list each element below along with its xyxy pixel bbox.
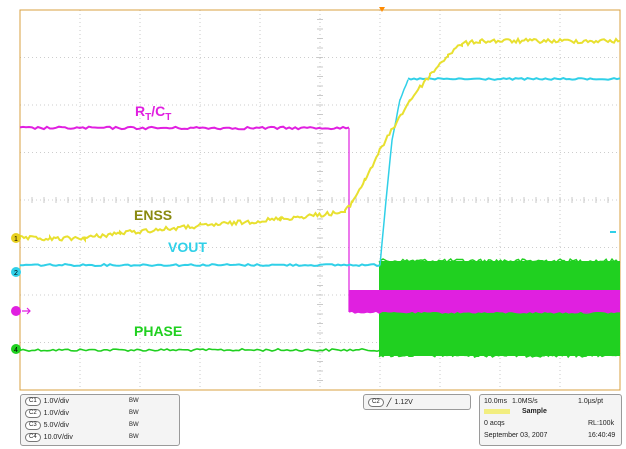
- channel-chip[interactable]: C1: [25, 396, 41, 406]
- label-vout: VOUT: [168, 239, 207, 255]
- bandwidth-limit: BW: [129, 422, 139, 428]
- ch1-ground-marker: 1: [11, 233, 21, 243]
- trace-phase-idle: [19, 347, 381, 353]
- channel-settings-panel: C1 1.0V/div BW C2 1.0V/div BW C3 5.0V/di…: [20, 394, 180, 446]
- svg-text:4: 4: [14, 347, 18, 354]
- channel-row-2: C2 1.0V/div BW: [25, 408, 139, 418]
- channel-chip[interactable]: C2: [25, 408, 41, 418]
- channel-scale: 1.0V/div: [43, 409, 69, 417]
- ch2-reference-tick: [610, 231, 616, 233]
- channel-scale: 5.0V/div: [43, 421, 69, 429]
- trigger-panel: C2 ╱ 1.12V: [363, 394, 471, 410]
- acquisition-count: 0 acqs: [484, 420, 505, 427]
- channel-scale: 1.0V/div: [43, 397, 69, 405]
- trace-rtct-oscillation: [349, 290, 620, 312]
- timebase: 10.0ms: [484, 398, 507, 405]
- trace-vout-regulated: [407, 77, 621, 81]
- channel-chip[interactable]: C3: [25, 420, 41, 430]
- acquisition-panel: 10.0ms 1.0MS/s 1.0µs/pt Sample 0 acqs RL…: [479, 394, 622, 446]
- capture-time: 16:40:49: [588, 432, 616, 439]
- label-enss: ENSS: [134, 207, 172, 223]
- channel-chip[interactable]: C4: [25, 432, 41, 442]
- resolution: 1.0µs/pt: [578, 398, 604, 405]
- trigger-source-chip[interactable]: C2: [368, 397, 384, 407]
- trace-vout-rise: [379, 79, 409, 266]
- ch4-ground-marker: 4: [11, 344, 21, 354]
- acquisition-mode: Sample: [522, 408, 547, 415]
- svg-text:2: 2: [14, 270, 18, 277]
- ch2-ground-marker: 2: [11, 267, 21, 277]
- rising-edge-icon: ╱: [386, 397, 392, 407]
- waveform-traces: [19, 36, 621, 359]
- ch3-ground-marker: [11, 306, 31, 316]
- channel-scale: 10.0V/div: [43, 433, 73, 441]
- trace-vout-low: [19, 262, 381, 268]
- label-phase: PHASE: [134, 323, 182, 339]
- trace-enss: [19, 36, 621, 243]
- channel-row-1: C1 1.0V/div BW: [25, 396, 139, 406]
- capture-date: September 03, 2007: [484, 432, 548, 439]
- bandwidth-limit: BW: [129, 410, 139, 416]
- trace-rtct-high: [19, 125, 350, 131]
- svg-text:1: 1: [14, 236, 18, 243]
- graticule-frame: [19, 9, 621, 391]
- channel-row-3: C3 5.0V/div BW: [25, 420, 139, 430]
- bandwidth-limit: BW: [129, 434, 139, 440]
- trigger-position-marker: [379, 7, 385, 12]
- bandwidth-limit: BW: [129, 398, 139, 404]
- trigger-level: 1.12V: [394, 398, 413, 406]
- record-length: RL:100k: [588, 420, 615, 427]
- channel-row-4: C4 10.0V/div BW: [25, 432, 139, 442]
- acquisition-mode-indicator: [484, 409, 510, 414]
- sample-rate: 1.0MS/s: [512, 398, 538, 405]
- label-rtct: RT/CT: [135, 103, 171, 123]
